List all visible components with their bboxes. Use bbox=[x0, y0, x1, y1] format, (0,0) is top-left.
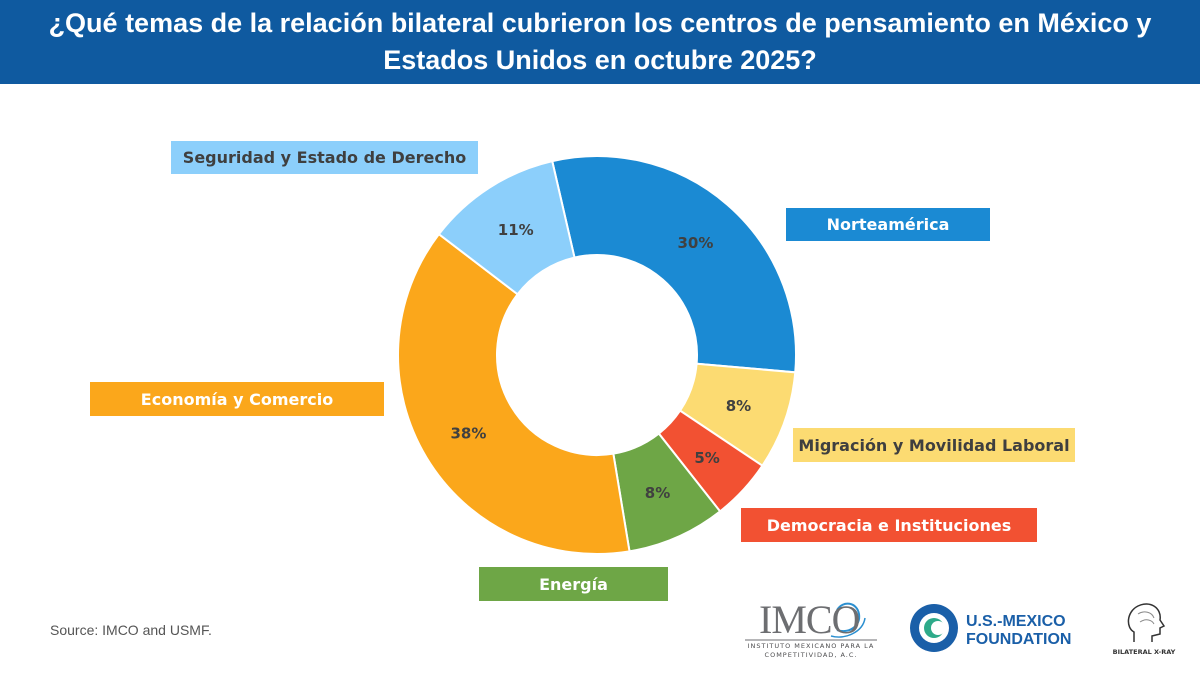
usmf-logo: U.S.-MEXICO FOUNDATION bbox=[908, 602, 1088, 654]
bilateral-xray-logo: BILATERAL X-RAY bbox=[1108, 598, 1180, 668]
source-note: Source: IMCO and USMF. bbox=[50, 622, 212, 638]
usmf-wordmark: U.S.-MEXICO FOUNDATION bbox=[966, 613, 1071, 649]
donut-slice bbox=[397, 232, 631, 555]
slice-value-label: 8% bbox=[726, 397, 751, 415]
imco-wordmark: IMCO bbox=[759, 597, 860, 642]
imco-logo-mark bbox=[745, 602, 877, 641]
category-label: Democracia e Instituciones bbox=[741, 508, 1037, 542]
head-profile-icon bbox=[1127, 603, 1166, 642]
usmf-line1: U.S.-MEXICO bbox=[966, 613, 1066, 630]
category-label: Norteamérica bbox=[786, 208, 990, 241]
header-bar: ¿Qué temas de la relación bilateral cubr… bbox=[0, 0, 1200, 84]
donut-slice bbox=[437, 159, 576, 296]
slice-value-label: 5% bbox=[694, 449, 719, 467]
category-label: Energía bbox=[479, 567, 668, 601]
slice-value-label: 8% bbox=[645, 484, 670, 502]
category-label: Migración y Movilidad Laboral bbox=[793, 428, 1075, 462]
category-label: Seguridad y Estado de Derecho bbox=[171, 141, 478, 174]
imco-logo: IMCO INSTITUTO MEXICANO PARA LA COMPETIT… bbox=[745, 596, 885, 660]
imco-subtitle: INSTITUTO MEXICANO PARA LA COMPETITIVIDA… bbox=[747, 642, 875, 659]
page-title: ¿Qué temas de la relación bilateral cubr… bbox=[48, 8, 1152, 75]
slice-value-label: 38% bbox=[450, 424, 486, 442]
slice-value-label: 30% bbox=[677, 234, 713, 252]
donut-slice bbox=[551, 155, 797, 374]
usmf-logo-mark bbox=[910, 604, 958, 652]
slice-value-label: 11% bbox=[498, 221, 534, 239]
bilateral-xray-wordmark: BILATERAL X-RAY bbox=[1112, 648, 1176, 656]
category-label: Economía y Comercio bbox=[90, 382, 384, 416]
usmf-line2: FOUNDATION bbox=[966, 631, 1072, 648]
